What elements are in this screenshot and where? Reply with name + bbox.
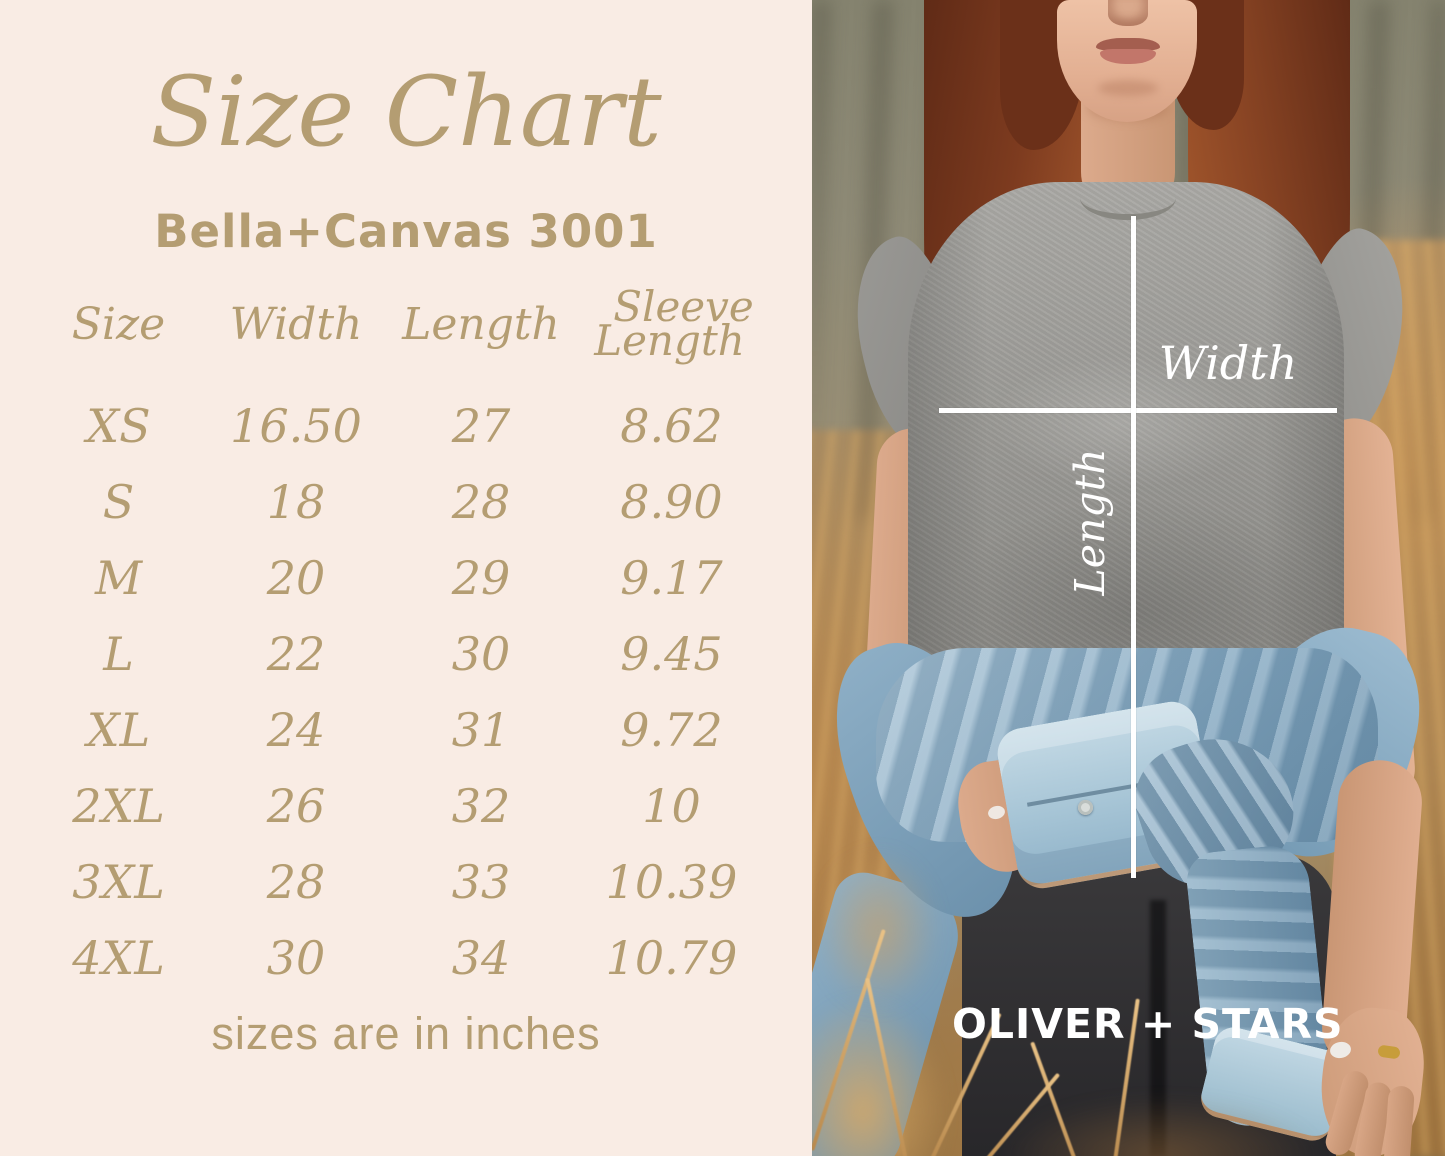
jeans-seam [1150,900,1166,1156]
header-size: Size [71,298,166,350]
wheat-blur-foreground [812,996,948,1156]
chin-shadow [1098,80,1158,96]
finger [1383,1085,1415,1156]
lower-lip [1100,49,1156,64]
header-length: Length [402,298,560,350]
model-photo: Width Length OLIVER + STARS [812,0,1445,1156]
table-row: S 18 28 8.90 [102,475,723,529]
width-measurement-line [939,408,1337,413]
table-row: XS 16.50 27 8.62 [86,399,723,453]
table-row: M 20 29 9.17 [94,551,723,605]
wheat-blur-foreground [1002,1096,1322,1156]
size-table: Size Width Length Sleeve Length XS 16.50… [26,282,762,996]
size-chart-panel: Size Chart Bella+Canvas 3001 Size Width … [0,0,812,1156]
upper-lip [1096,38,1160,51]
units-note: sizes are in inches [211,1008,601,1059]
nose [1108,0,1148,26]
product-subtitle: Bella+Canvas 3001 [154,205,658,258]
brand-watermark: OLIVER + STARS [952,1000,1344,1048]
size-table-header: Size Width Length Sleeve Length [26,282,762,366]
page-title: Size Chart [150,56,662,168]
size-table-body: XS 16.50 27 8.62 S 18 28 8.90 M 20 29 9.… [26,388,762,996]
length-measurement-label: Length [1066,448,1114,596]
width-measurement-label: Width [1158,336,1298,390]
denim-cuff-button [1078,800,1093,815]
table-row: 2XL 26 32 10 [72,779,701,833]
tshirt-collar [1080,176,1176,220]
table-row: XL 24 31 9.72 [86,703,723,757]
header-width: Width [229,298,363,350]
table-row: L 22 30 9.45 [103,627,723,681]
table-row: 3XL 28 33 10.39 [72,855,738,909]
length-measurement-line [1131,216,1136,878]
wheat-blur-foreground [818,850,938,1010]
table-row: 4XL 30 34 10.79 [72,931,738,985]
header-sleeve-length: Sleeve Length [594,281,754,365]
